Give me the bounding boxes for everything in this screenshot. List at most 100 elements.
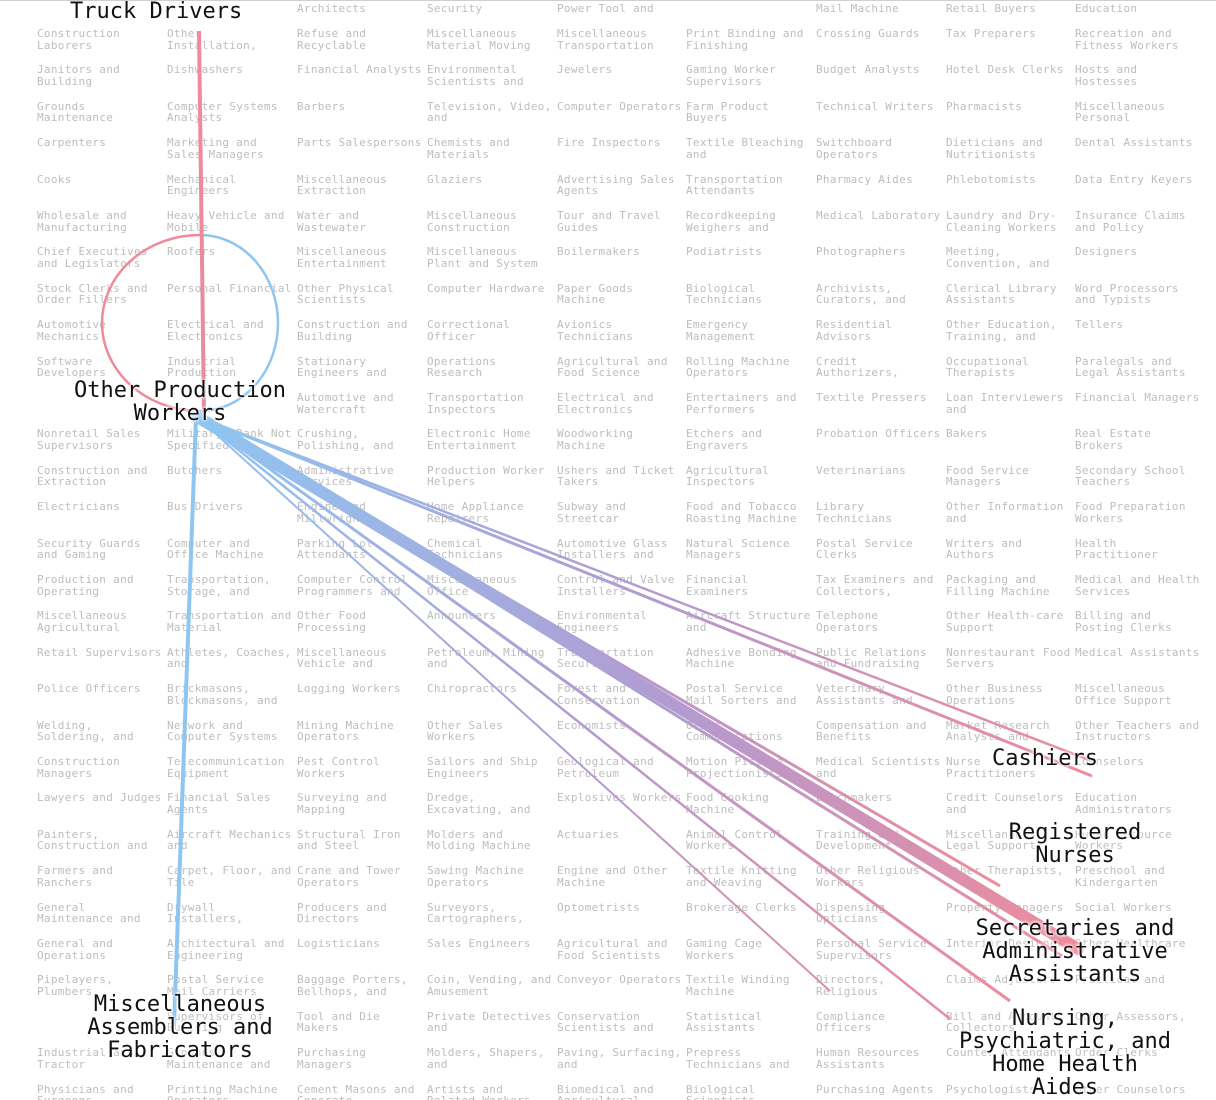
grid-cell: Forest and Conservation: [557, 683, 641, 707]
grid-cell: Miscellaneous Agricultural: [37, 610, 127, 634]
grid-cell: Chief Executives and Legislators: [37, 246, 148, 270]
grid-cell: Architects: [297, 3, 367, 15]
grid-cell: Operations Research: [427, 355, 497, 380]
grid-cell: Paper Goods Machine: [557, 282, 634, 307]
grid-cell: Bakers: [946, 428, 988, 441]
grid-cell: Counter Attendants: [946, 1047, 1071, 1060]
grid-cell: Photographers: [816, 246, 906, 259]
grid-cell: Paving, Surfacing, and: [557, 1047, 682, 1071]
grid-cell: Personal Service Supervisors: [816, 938, 927, 962]
grid-cell: Training and Development: [816, 828, 900, 853]
grid-cell: Glaziers: [427, 173, 483, 186]
grid-cell: Adhesive Bonding Machine: [686, 646, 797, 671]
grid-cell: General and Operations: [37, 938, 114, 962]
grid-cell: Other Education, Training, and: [946, 319, 1057, 343]
grid-cell: Switchboard Operators: [816, 137, 893, 161]
grid-cell: Production Worker Helpers: [427, 464, 545, 489]
grid-cell: Order Clerks: [1075, 1047, 1159, 1060]
grid-cell: Electricians: [37, 501, 121, 514]
grid-cell: Chemists and Materials: [427, 137, 511, 161]
grid-cell: Petroleum, Mining and: [427, 646, 545, 671]
grid-cell: Police Officers: [37, 683, 141, 696]
grid-cell: Probation Officers: [816, 428, 941, 441]
grid-cell: Chemical Technicians: [427, 537, 504, 562]
grid-cell: Engine and Other Machine: [557, 865, 668, 889]
grid-cell: Construction Managers: [37, 756, 121, 780]
grid-cell: Compensation and Benefits: [816, 719, 927, 744]
grid-cell: Security Guards and Gaming: [37, 537, 141, 562]
grid-cell: Entertainers and Performers: [686, 392, 797, 416]
grid-cell: Chiropractors: [427, 683, 517, 696]
grid-cell: Postal Service Mail Carriers: [167, 974, 264, 998]
grid-cell: Drywall Installers,: [167, 901, 244, 926]
grid-cell: Other Installation,: [167, 28, 257, 52]
grid-cell: Agricultural and Food Scientists: [557, 938, 668, 962]
grid-cell: Tour and Travel Guides: [557, 210, 661, 234]
flow-cashiers: [195, 414, 1093, 778]
grid-cell: Molders, Shapers, and: [427, 1047, 545, 1071]
grid-cell: Biomedical and Agricultural: [557, 1083, 654, 1100]
grid-cell: Food Preparation Workers: [1075, 501, 1186, 525]
grid-cell: Conveyor Operators: [557, 974, 682, 987]
grid-cell: Farmers and Ranchers: [37, 865, 114, 889]
grid-cell: Library Technicians: [816, 501, 893, 525]
grid-cell: Sailors and Ship Engineers: [427, 756, 538, 780]
grid-cell: Other Food Processing: [297, 610, 367, 634]
grid-cell: Veterinary Assistants and: [816, 683, 913, 707]
grid-cell: Other Teachers and Instructors: [1075, 719, 1200, 744]
grid-cell: Crane and Tower Operators: [297, 865, 401, 889]
grid-cell: Veterinarians: [816, 464, 906, 477]
grid-cell: Other Religious Workers: [816, 865, 920, 889]
grid-cell: Television, Video, and: [427, 100, 552, 125]
grid-cell: Miscellaneous Material Moving: [427, 28, 531, 52]
grid-cell: Molders and Molding Machine: [427, 828, 531, 853]
grid-cell: Other Healthcare: [1075, 938, 1186, 950]
grid-cell: Tool and Die Makers: [297, 1010, 381, 1035]
grid-cell: Motion Picture Projectionists: [686, 756, 783, 780]
grid-cell: Loan Interviewers and: [946, 392, 1064, 416]
grid-cell: Directors, Religious: [816, 974, 886, 998]
self-loop-outflow: [199, 233, 280, 413]
grid-cell: Actuaries: [557, 828, 620, 841]
grid-cell: Telephone Operators: [816, 610, 879, 634]
grid-cell: Janitors and Building: [37, 64, 121, 88]
grid-cell: Announcers: [427, 610, 497, 623]
grid-cell: Transportation and Material: [167, 610, 292, 634]
grid-cell: Public Relations and Fundraising: [816, 646, 927, 671]
grid-cell: Sales Engineers: [427, 938, 531, 950]
grid-cell: Postal Service Clerks: [816, 537, 913, 562]
grid-cell: Other Health-care Support: [946, 610, 1064, 634]
grid-cell: Miscellaneous Office Support: [1075, 683, 1172, 707]
grid-cell: Psychologists: [946, 1083, 1036, 1096]
grid-cell: Barbers: [297, 100, 346, 113]
grid-cell: Transportation, Storage, and: [167, 574, 271, 598]
flow-extra-1: [195, 415, 831, 992]
grid-cell: Counselors: [1075, 756, 1145, 768]
grid-cell: Agricultural and Food Science: [557, 355, 668, 380]
flow-truck-drivers: [197, 30, 206, 414]
grid-cell: Surveying and Mapping: [297, 792, 387, 816]
grid-cell: Security: [427, 3, 483, 15]
grid-cell: Occupational Therapists: [946, 355, 1030, 380]
grid-cell: Grounds Maintenance: [37, 100, 114, 125]
grid-cell: Gaming Cage Workers: [686, 938, 763, 962]
grid-cell: Aircraft Mechanics and: [167, 828, 292, 853]
grid-cell: Paralegals and Legal Assistants: [1075, 355, 1186, 380]
grid-cell: Brickmasons, Blockmasons, and: [167, 683, 278, 707]
grid-cell: Refuse and Recyclable: [297, 28, 367, 52]
grid-cell: Woodworking Machine: [557, 428, 634, 452]
grid-cell: Credit Counselors and: [946, 792, 1064, 816]
grid-cell: Dredge, Excavating, and: [427, 792, 531, 816]
grid-cell: Writers and Authors: [946, 537, 1023, 562]
grid-cell: Environmental Scientists and: [427, 64, 524, 88]
grid-cell: Fire Inspectors: [557, 137, 661, 150]
grid-cell: Software Developers: [37, 355, 107, 380]
grid-cell: Miscellaneous Extraction: [297, 173, 387, 198]
grid-cell: Other Physical Scientists: [297, 282, 394, 307]
grid-cell: Real Estate Brokers: [1075, 428, 1152, 452]
grid-cell: Cooks: [37, 173, 72, 186]
grid-cell: Welding, Soldering, and: [37, 719, 134, 744]
grid-cell: Biological Technicians: [686, 282, 763, 307]
grid-cell: Budget Analysts: [816, 64, 920, 77]
